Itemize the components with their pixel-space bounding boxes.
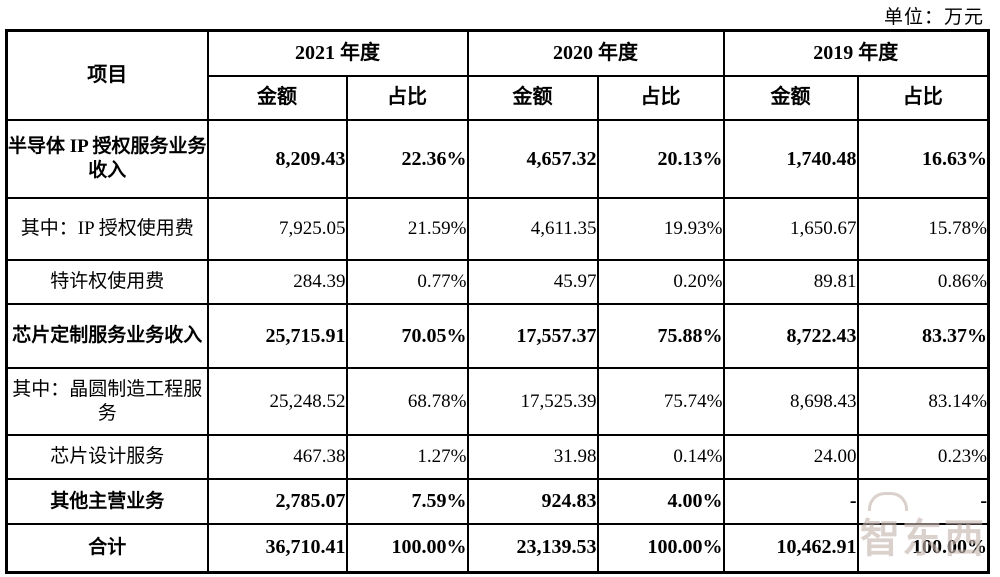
cell-2021-ratio: 22.36% [345, 119, 469, 199]
cell-2021-amount: 2,785.07 [206, 478, 348, 525]
column-header-2020: 2020 年度 [466, 29, 725, 77]
column-header-amount-2020: 金额 [466, 74, 599, 122]
unit-label: 单位：万元 [883, 7, 984, 28]
table-row-other-main-business: 其他主营业务 2,785.07 7.59% 924.83 4.00% - - [5, 478, 990, 525]
table-row-chip-customization: 芯片定制服务业务收入 25,715.91 70.05% 17,557.37 75… [5, 303, 990, 369]
column-header-2019: 2019 年度 [722, 29, 990, 77]
column-header-ratio-2021: 占比 [345, 74, 469, 122]
table-row-total: 合计 36,710.41 100.00% 23,139.53 100.00% 1… [5, 523, 990, 573]
cell-2020-amount: 45.97 [466, 259, 599, 305]
row-label: 其他主营业务 [5, 478, 209, 525]
column-header-amount-2021: 金额 [206, 74, 348, 122]
cell-2020-ratio: 20.13% [596, 119, 725, 199]
cell-2020-amount: 4,657.32 [466, 119, 599, 199]
column-header-amount-2019: 金额 [722, 74, 859, 122]
cell-2019-amount: 1,740.48 [722, 119, 859, 199]
cell-2019-amount: - [722, 478, 859, 525]
cell-2021-amount: 25,248.52 [206, 367, 348, 436]
cell-2019-amount: 24.00 [722, 434, 859, 480]
cell-2021-ratio: 0.77% [345, 259, 469, 305]
cell-2020-amount: 17,557.37 [466, 303, 599, 369]
table-row-chip-design: 芯片设计服务 467.38 1.27% 31.98 0.14% 24.00 0.… [5, 434, 990, 480]
cell-2020-ratio: 4.00% [596, 478, 725, 525]
cell-2021-ratio: 68.78% [345, 367, 469, 436]
cell-2020-amount: 4,611.35 [466, 197, 599, 261]
cell-2021-amount: 25,715.91 [206, 303, 348, 369]
cell-2020-ratio: 100.00% [596, 523, 725, 573]
row-label: 特许权使用费 [5, 259, 209, 305]
header-row-years: 项目 2021 年度 2020 年度 2019 年度 [5, 29, 990, 121]
cell-2020-amount: 17,525.39 [466, 367, 599, 436]
cell-2020-ratio: 75.88% [596, 303, 725, 369]
cell-2021-amount: 8,209.43 [206, 119, 348, 199]
cell-2021-amount: 284.39 [206, 259, 348, 305]
cell-2019-ratio: 100.00% [856, 523, 990, 573]
cell-2021-amount: 467.38 [206, 434, 348, 480]
row-label: 其中：晶圆制造工程服务 [5, 367, 209, 436]
cell-2021-amount: 36,710.41 [206, 523, 348, 573]
cell-2019-ratio: 0.23% [856, 434, 990, 480]
cell-2019-amount: 89.81 [722, 259, 859, 305]
cell-2021-ratio: 100.00% [345, 523, 469, 573]
column-header-item: 项目 [5, 29, 209, 121]
cell-2019-ratio: 16.63% [856, 119, 990, 199]
cell-2020-ratio: 19.93% [596, 197, 725, 261]
cell-2019-ratio: 83.14% [856, 367, 990, 436]
cell-2019-ratio: - [856, 478, 990, 525]
row-label: 芯片定制服务业务收入 [5, 303, 209, 369]
cell-2019-amount: 10,462.91 [722, 523, 859, 573]
column-header-ratio-2019: 占比 [856, 74, 990, 122]
column-header-2021: 2021 年度 [206, 29, 469, 77]
cell-2021-ratio: 21.59% [345, 197, 469, 261]
table-row-wafer-manufacturing: 其中：晶圆制造工程服务 25,248.52 68.78% 17,525.39 7… [5, 367, 990, 436]
table-row-semiconductor-ip-licensing: 半导体 IP 授权服务业务收入 8,209.43 22.36% 4,657.32… [5, 119, 990, 199]
column-header-ratio-2020: 占比 [596, 74, 725, 122]
header-row-subcolumns: 金额 占比 金额 占比 金额 占比 [7, 74, 990, 122]
row-label: 半导体 IP 授权服务业务收入 [5, 119, 209, 199]
cell-2019-amount: 8,698.43 [722, 367, 859, 436]
table-row-ip-license-fee: 其中：IP 授权使用费 7,925.05 21.59% 4,611.35 19.… [5, 197, 990, 261]
cell-2019-amount: 8,722.43 [722, 303, 859, 369]
cell-2020-amount: 31.98 [466, 434, 599, 480]
cell-2019-ratio: 83.37% [856, 303, 990, 369]
cell-2019-ratio: 0.86% [856, 259, 990, 305]
cell-2021-amount: 7,925.05 [206, 197, 348, 261]
cell-2019-ratio: 15.78% [856, 197, 990, 261]
cell-2020-amount: 23,139.53 [466, 523, 599, 573]
cell-2019-amount: 1,650.67 [722, 197, 859, 261]
table-row-royalty-fee: 特许权使用费 284.39 0.77% 45.97 0.20% 89.81 0.… [5, 259, 990, 305]
row-label: 芯片设计服务 [5, 434, 209, 480]
cell-2021-ratio: 1.27% [345, 434, 469, 480]
cell-2021-ratio: 70.05% [345, 303, 469, 369]
cell-2020-ratio: 75.74% [596, 367, 725, 436]
cell-2020-amount: 924.83 [466, 478, 599, 525]
revenue-breakdown-table: 项目 2021 年度 2020 年度 2019 年度 金额 占比 金额 占比 金… [5, 29, 990, 574]
row-label: 合计 [5, 523, 209, 573]
cell-2021-ratio: 7.59% [345, 478, 469, 525]
row-label: 其中：IP 授权使用费 [5, 197, 209, 261]
cell-2020-ratio: 0.20% [596, 259, 725, 305]
cell-2020-ratio: 0.14% [596, 434, 725, 480]
